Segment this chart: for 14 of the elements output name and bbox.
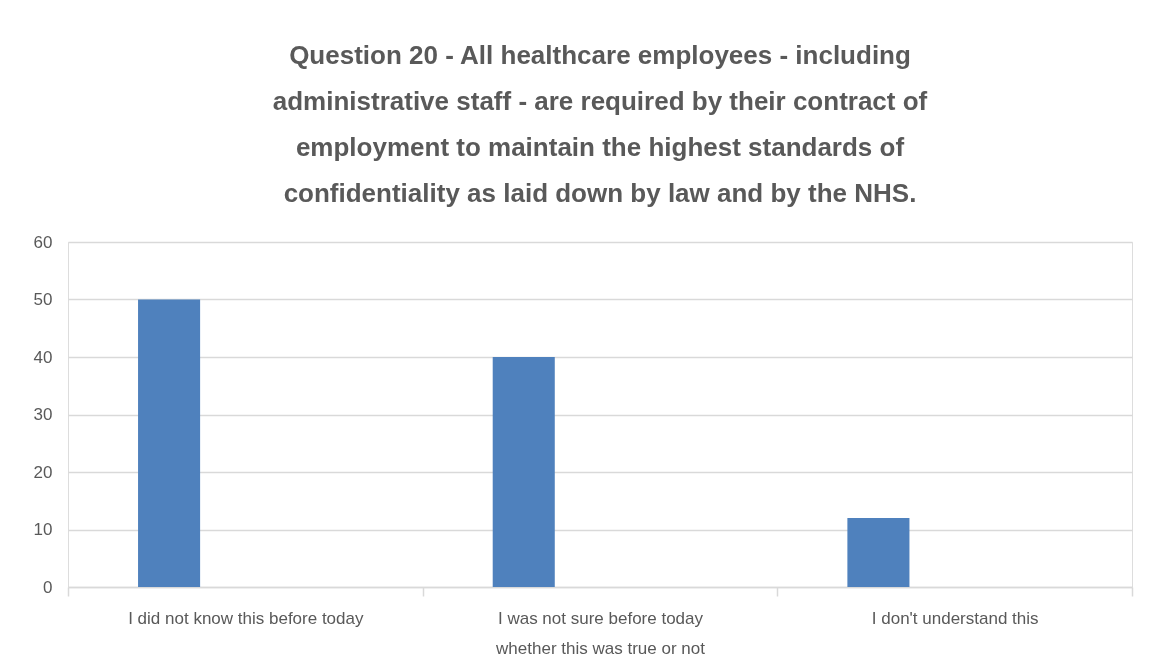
y-tick-label: 50	[33, 290, 53, 309]
x-tick-label: I did not know this before today	[128, 608, 364, 628]
y-tick-label: 0	[43, 577, 53, 597]
bar	[492, 357, 555, 587]
bar	[138, 299, 201, 587]
bar	[847, 518, 910, 587]
y-tick-label: 60	[33, 232, 53, 252]
y-tick-label: 10	[33, 520, 53, 539]
y-tick-label: 20	[33, 462, 53, 482]
y-tick-label: 40	[33, 347, 53, 367]
y-tick-label: 30	[33, 405, 53, 424]
chart-title: Question 20 - All healthcare employees - including administrative staff - are required by their contract of employment to maintain the highest standards of confidentiality as laid down by law and by the NHS.	[272, 40, 928, 208]
x-tick-label: I don't understand this	[871, 608, 1039, 628]
x-tick-label: I was not sure before today whether this was true or not	[495, 608, 706, 658]
